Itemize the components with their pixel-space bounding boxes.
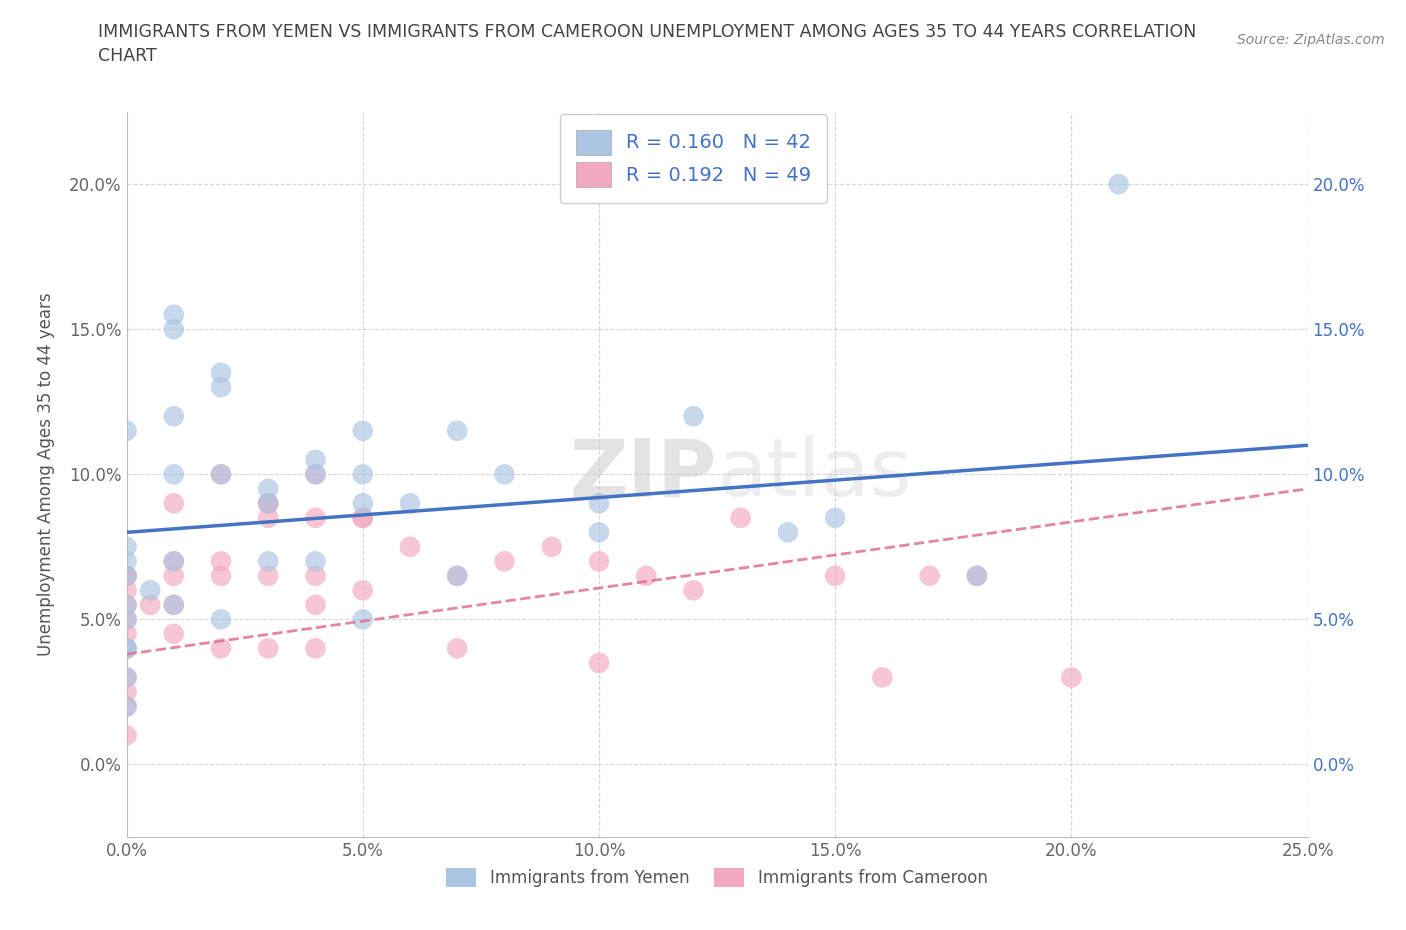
Point	[682, 583, 704, 598]
Point	[209, 379, 232, 394]
Point	[257, 641, 280, 656]
Point	[163, 554, 186, 569]
Point	[304, 568, 326, 583]
Point	[1060, 670, 1083, 684]
Point	[257, 511, 280, 525]
Point	[115, 612, 138, 627]
Point	[115, 699, 138, 714]
Point	[209, 467, 232, 482]
Point	[163, 597, 186, 612]
Point	[494, 467, 516, 482]
Point	[257, 482, 280, 497]
Point	[588, 525, 610, 539]
Point	[115, 627, 138, 642]
Point	[304, 467, 326, 482]
Point	[257, 554, 280, 569]
Legend: Immigrants from Yemen, Immigrants from Cameroon: Immigrants from Yemen, Immigrants from C…	[440, 861, 994, 894]
Point	[918, 568, 941, 583]
Point	[115, 568, 138, 583]
Point	[163, 496, 186, 511]
Point	[257, 568, 280, 583]
Point	[494, 554, 516, 569]
Point	[257, 496, 280, 511]
Point	[115, 641, 138, 656]
Point	[966, 568, 988, 583]
Point	[209, 467, 232, 482]
Point	[115, 641, 138, 656]
Point	[588, 554, 610, 569]
Point	[115, 670, 138, 684]
Point	[966, 568, 988, 583]
Point	[115, 568, 138, 583]
Point	[304, 467, 326, 482]
Point	[872, 670, 894, 684]
Text: ZIP: ZIP	[569, 435, 717, 513]
Point	[446, 568, 468, 583]
Point	[824, 511, 846, 525]
Point	[730, 511, 752, 525]
Point	[115, 699, 138, 714]
Point	[163, 627, 186, 642]
Point	[209, 365, 232, 380]
Point	[399, 539, 422, 554]
Point	[209, 568, 232, 583]
Point	[115, 728, 138, 743]
Point	[540, 539, 562, 554]
Point	[163, 597, 186, 612]
Point	[115, 597, 138, 612]
Point	[257, 496, 280, 511]
Point	[115, 684, 138, 699]
Point	[446, 568, 468, 583]
Point	[352, 511, 374, 525]
Point	[139, 597, 162, 612]
Point	[1108, 177, 1130, 192]
Point	[209, 641, 232, 656]
Point	[209, 612, 232, 627]
Point	[115, 554, 138, 569]
Point	[352, 583, 374, 598]
Point	[163, 554, 186, 569]
Point	[115, 583, 138, 598]
Point	[399, 496, 422, 511]
Text: atlas: atlas	[717, 435, 911, 513]
Point	[352, 423, 374, 438]
Point	[139, 583, 162, 598]
Point	[115, 670, 138, 684]
Text: IMMIGRANTS FROM YEMEN VS IMMIGRANTS FROM CAMEROON UNEMPLOYMENT AMONG AGES 35 TO : IMMIGRANTS FROM YEMEN VS IMMIGRANTS FROM…	[98, 23, 1197, 65]
Point	[352, 496, 374, 511]
Point	[304, 511, 326, 525]
Point	[115, 612, 138, 627]
Point	[446, 423, 468, 438]
Point	[824, 568, 846, 583]
Point	[588, 496, 610, 511]
Point	[115, 641, 138, 656]
Point	[304, 597, 326, 612]
Point	[163, 322, 186, 337]
Point	[304, 641, 326, 656]
Point	[163, 568, 186, 583]
Text: Source: ZipAtlas.com: Source: ZipAtlas.com	[1237, 33, 1385, 46]
Point	[304, 554, 326, 569]
Point	[682, 409, 704, 424]
Point	[115, 423, 138, 438]
Point	[115, 597, 138, 612]
Point	[163, 467, 186, 482]
Point	[588, 656, 610, 671]
Point	[352, 612, 374, 627]
Point	[163, 409, 186, 424]
Point	[636, 568, 658, 583]
Point	[209, 554, 232, 569]
Point	[257, 496, 280, 511]
Point	[776, 525, 799, 539]
Point	[352, 511, 374, 525]
Point	[115, 539, 138, 554]
Point	[446, 641, 468, 656]
Point	[352, 467, 374, 482]
Point	[163, 307, 186, 322]
Point	[304, 452, 326, 467]
Point	[115, 568, 138, 583]
Y-axis label: Unemployment Among Ages 35 to 44 years: Unemployment Among Ages 35 to 44 years	[38, 293, 55, 656]
